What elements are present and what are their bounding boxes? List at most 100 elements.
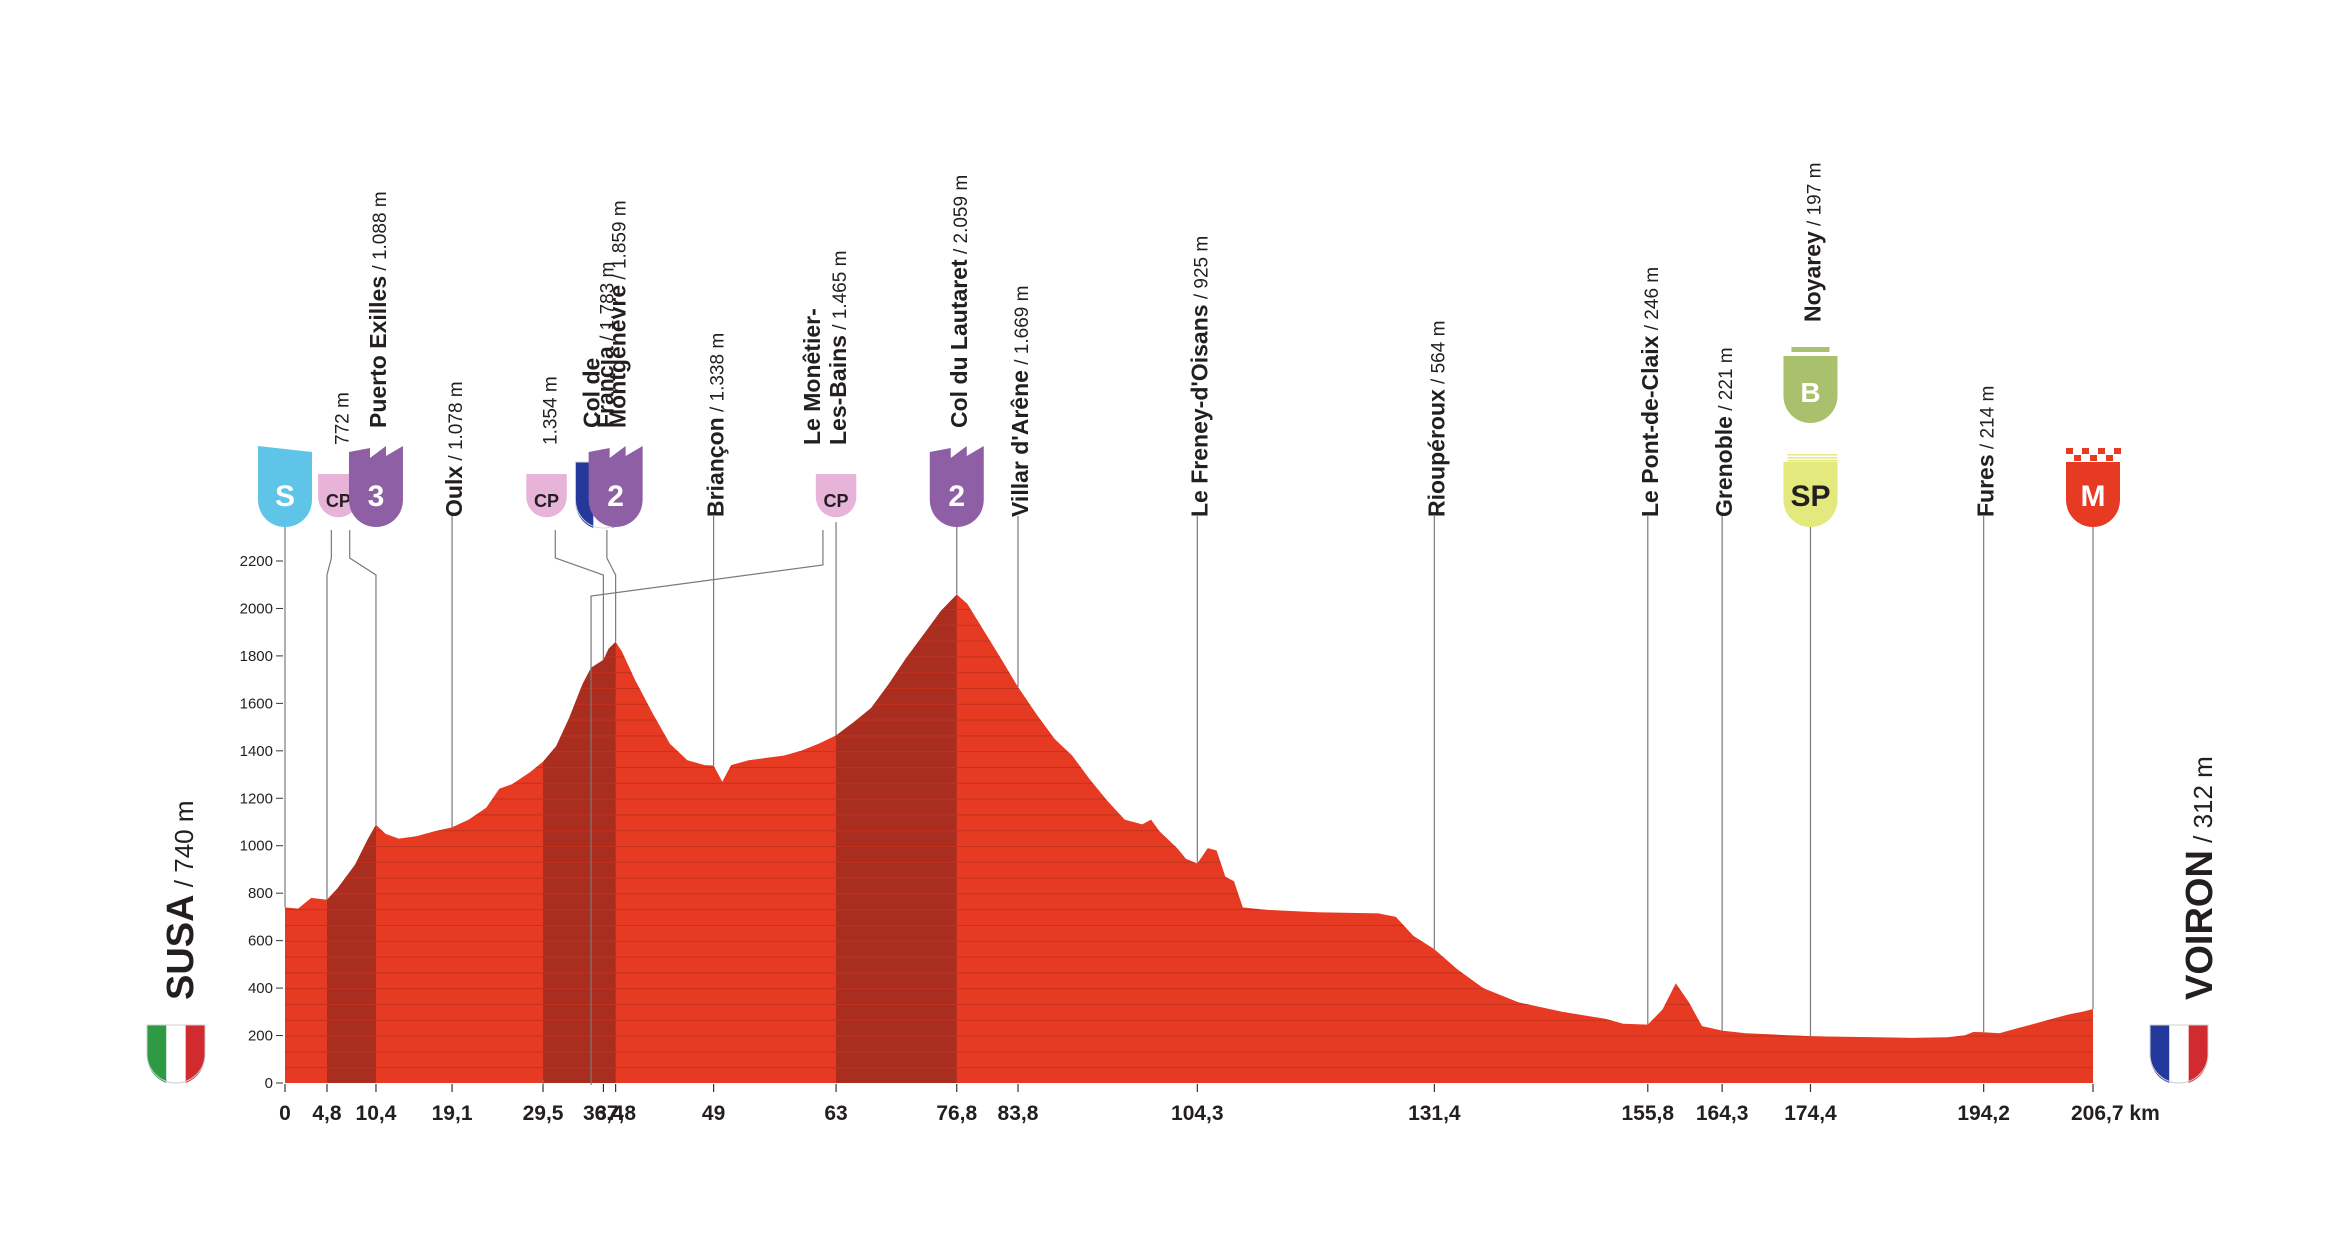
y-tick-label: 400 xyxy=(248,980,273,997)
town-label-5: Francia / 1.783 m xyxy=(592,262,618,428)
x-tick-label: 104,3 xyxy=(1171,1102,1224,1125)
town-name: Briançon xyxy=(703,417,729,517)
start-label-name: SUSA xyxy=(160,894,202,1000)
badge-label: 2 xyxy=(607,480,624,513)
town-name: Rioupéroux xyxy=(1423,389,1449,517)
town-label-4: 1.354 m xyxy=(541,376,562,445)
town-altitude: / 1.783 m xyxy=(597,262,618,347)
y-tick-label: 1800 xyxy=(240,648,273,665)
x-tick-label: 206,7 km xyxy=(2071,1102,2160,1125)
flag-italy-icon xyxy=(146,1024,206,1084)
town-label-9: Col du Lautaret / 2.059 m xyxy=(946,175,972,428)
badge-checker xyxy=(2106,455,2113,461)
y-tick-label: 200 xyxy=(248,1028,273,1045)
badge-0: S xyxy=(258,446,312,527)
badge-b-15: B xyxy=(1783,347,1838,423)
y-tick-label: 2000 xyxy=(240,600,273,617)
town-name: Col de xyxy=(579,358,605,428)
y-tick-label: 2200 xyxy=(240,553,273,570)
badge-sprint-lines xyxy=(1787,460,1838,462)
y-tick-label: 1000 xyxy=(240,838,273,855)
town-name: Le Pont-de-Claix xyxy=(1637,335,1663,517)
x-tick-label: 4,8 xyxy=(312,1102,342,1125)
x-tick-label: 63 xyxy=(824,1102,847,1125)
town-name: Francia xyxy=(592,346,618,428)
start-label-altitude: / 740 m xyxy=(169,800,199,894)
badge-label: 3 xyxy=(368,480,385,513)
town-label-3: Oulx / 1.078 m xyxy=(441,381,467,517)
badge-mountain xyxy=(348,446,403,462)
town-name-2: Montgenèvre xyxy=(605,285,631,428)
flag-outline xyxy=(2149,1024,2209,1084)
town-name: Oulx xyxy=(441,466,467,517)
flag-stripe xyxy=(146,1025,167,1083)
badge-b-top xyxy=(1791,347,1830,352)
y-tick-label: 600 xyxy=(248,933,273,950)
flag-stripe xyxy=(2149,1025,2170,1083)
town-label-6: Col deMontgenèvre / 1.859 m xyxy=(579,200,631,428)
badge-label: M xyxy=(2081,480,2106,513)
town-label-11: Le Freney-d'Oisans / 925 m xyxy=(1186,236,1212,517)
town-name: Le Monêtier- xyxy=(799,308,825,445)
town-altitude: 772 m xyxy=(332,392,353,445)
x-tick-label: 0 xyxy=(279,1102,291,1125)
flag-stripe xyxy=(2169,1025,2189,1084)
badge-checker xyxy=(2090,455,2097,461)
x-tick-label: 131,4 xyxy=(1408,1102,1461,1125)
town-label-13: Le Pont-de-Claix / 246 m xyxy=(1637,267,1663,517)
leader-line xyxy=(606,530,617,642)
badge-checker xyxy=(2066,448,2073,454)
flag-stripe xyxy=(166,1025,186,1084)
flag-france-icon xyxy=(2149,1024,2209,1084)
flag-outline xyxy=(146,1024,206,1084)
badge-shape xyxy=(348,462,403,527)
finish-label: VOIRON / 312 m xyxy=(2179,756,2221,1000)
y-tick-label: 800 xyxy=(248,885,273,902)
finish-label-altitude: / 312 m xyxy=(2188,756,2218,850)
town-name: Le Freney-d'Oisans xyxy=(1186,304,1212,517)
badge-shape xyxy=(929,462,984,527)
x-tick-label: 36,4 xyxy=(583,1102,624,1125)
y-tick-label: 0 xyxy=(265,1075,273,1092)
town-label-1: 772 m xyxy=(332,392,353,445)
badge-15: SP xyxy=(1783,454,1838,527)
badge-label: CP xyxy=(534,491,559,511)
badge-6: 2 xyxy=(588,446,643,527)
town-altitude: / 246 m xyxy=(1642,267,1663,336)
badge-label: CP xyxy=(824,491,849,511)
badge-b-label: B xyxy=(1800,377,1820,408)
x-tick-label: 83,8 xyxy=(998,1102,1039,1125)
x-tick-label: 174,4 xyxy=(1784,1102,1837,1125)
badge-9: 2 xyxy=(929,446,984,527)
town-altitude: / 221 m xyxy=(1716,347,1737,416)
badge-8: CP xyxy=(815,474,857,518)
badge-4: CP xyxy=(526,474,567,518)
flag-stripe xyxy=(2188,1025,2209,1083)
badge-checker xyxy=(2082,448,2089,454)
town-altitude: / 1.669 m xyxy=(1012,286,1033,371)
badge-label: 2 xyxy=(948,480,965,513)
town-name: Noyarey xyxy=(1799,231,1825,322)
badge-shape xyxy=(815,474,857,518)
town-altitude: / 1.465 m xyxy=(830,251,851,336)
town-label-10: Villar d'Arêne / 1.669 m xyxy=(1007,286,1033,517)
finish-label-name: VOIRON xyxy=(2179,850,2221,1000)
badge-checker xyxy=(2074,455,2081,461)
badge-shape xyxy=(318,474,359,518)
town-altitude: / 197 m xyxy=(1804,163,1825,232)
x-tick-label: 37,8 xyxy=(595,1102,636,1125)
town-label-14: Grenoble / 221 m xyxy=(1711,347,1737,517)
town-name: Villar d'Arêne xyxy=(1007,370,1033,517)
x-tick-label: 19,1 xyxy=(432,1102,473,1125)
town-altitude: / 2.059 m xyxy=(951,175,972,260)
badge-checker xyxy=(2114,448,2121,454)
start-label: SUSA / 740 m xyxy=(160,800,202,1000)
town-altitude: 1.354 m xyxy=(541,376,562,445)
town-label-15: Noyarey / 197 m xyxy=(1799,163,1825,322)
town-altitude: / 1.859 m xyxy=(610,200,631,285)
town-label-12: Rioupéroux / 564 m xyxy=(1423,321,1449,517)
badge-mountain xyxy=(588,446,643,462)
town-name: Fures xyxy=(1973,454,1999,517)
leader-line xyxy=(542,530,824,1085)
